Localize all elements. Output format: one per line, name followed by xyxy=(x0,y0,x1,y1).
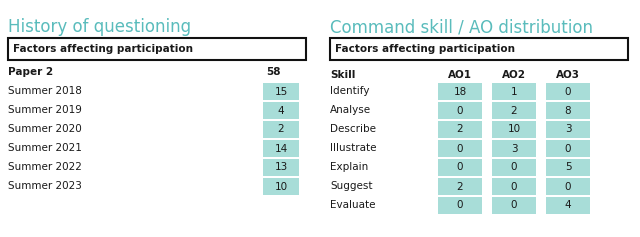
Bar xyxy=(438,159,482,176)
Bar xyxy=(492,178,536,195)
Text: Summer 2021: Summer 2021 xyxy=(8,143,82,153)
Bar xyxy=(492,121,536,138)
Bar xyxy=(438,178,482,195)
Bar xyxy=(330,38,628,60)
Bar xyxy=(263,159,299,176)
Bar xyxy=(492,159,536,176)
Bar xyxy=(438,83,482,100)
Bar xyxy=(546,121,590,138)
Text: 0: 0 xyxy=(564,182,572,191)
Bar xyxy=(263,102,299,119)
Text: Analyse: Analyse xyxy=(330,105,371,115)
Text: Command skill / AO distribution: Command skill / AO distribution xyxy=(330,18,593,36)
Bar xyxy=(546,159,590,176)
Text: 0: 0 xyxy=(511,201,517,210)
Text: 13: 13 xyxy=(275,163,287,173)
Text: Factors affecting participation: Factors affecting participation xyxy=(335,44,515,54)
Bar xyxy=(263,121,299,138)
Bar xyxy=(438,197,482,214)
Bar xyxy=(263,140,299,157)
Text: 5: 5 xyxy=(564,163,572,173)
Text: 0: 0 xyxy=(457,143,463,154)
Text: 2: 2 xyxy=(457,182,463,191)
Text: 0: 0 xyxy=(511,163,517,173)
Text: 14: 14 xyxy=(275,143,287,154)
Text: AO1: AO1 xyxy=(448,70,472,80)
Text: 4: 4 xyxy=(564,201,572,210)
Bar xyxy=(263,83,299,100)
Bar xyxy=(492,197,536,214)
Bar xyxy=(546,83,590,100)
Text: 0: 0 xyxy=(564,87,572,96)
Bar xyxy=(8,38,306,60)
Text: 10: 10 xyxy=(508,124,520,135)
Bar xyxy=(438,140,482,157)
Text: 3: 3 xyxy=(511,143,517,154)
Text: Suggest: Suggest xyxy=(330,181,372,191)
Text: Summer 2019: Summer 2019 xyxy=(8,105,82,115)
Text: Summer 2020: Summer 2020 xyxy=(8,124,82,134)
Text: Evaluate: Evaluate xyxy=(330,200,376,210)
Text: Summer 2018: Summer 2018 xyxy=(8,86,82,96)
Text: 2: 2 xyxy=(511,105,517,115)
Text: 15: 15 xyxy=(275,87,287,96)
Text: Identify: Identify xyxy=(330,86,369,96)
Text: 10: 10 xyxy=(275,182,287,191)
Text: 0: 0 xyxy=(457,201,463,210)
Text: 0: 0 xyxy=(564,143,572,154)
Text: Summer 2023: Summer 2023 xyxy=(8,181,82,191)
Text: 2: 2 xyxy=(457,124,463,135)
Text: Factors affecting participation: Factors affecting participation xyxy=(13,44,193,54)
Text: 1: 1 xyxy=(511,87,517,96)
Text: 0: 0 xyxy=(457,105,463,115)
Text: AO2: AO2 xyxy=(502,70,526,80)
Bar xyxy=(546,140,590,157)
Text: 8: 8 xyxy=(564,105,572,115)
Text: Summer 2022: Summer 2022 xyxy=(8,162,82,172)
Text: Describe: Describe xyxy=(330,124,376,134)
Bar xyxy=(438,121,482,138)
Text: 18: 18 xyxy=(453,87,467,96)
Bar xyxy=(492,102,536,119)
Bar xyxy=(546,102,590,119)
Text: Illustrate: Illustrate xyxy=(330,143,376,153)
Text: 58: 58 xyxy=(266,67,280,77)
Text: History of questioning: History of questioning xyxy=(8,18,191,36)
Bar xyxy=(438,102,482,119)
Text: Explain: Explain xyxy=(330,162,368,172)
Text: Paper 2: Paper 2 xyxy=(8,67,53,77)
Bar xyxy=(492,83,536,100)
Text: 0: 0 xyxy=(457,163,463,173)
Text: 3: 3 xyxy=(564,124,572,135)
Text: 4: 4 xyxy=(278,105,284,115)
Bar xyxy=(492,140,536,157)
Bar xyxy=(263,178,299,195)
Text: 0: 0 xyxy=(511,182,517,191)
Text: 2: 2 xyxy=(278,124,284,135)
Text: Skill: Skill xyxy=(330,70,355,80)
Text: AO3: AO3 xyxy=(556,70,580,80)
Bar xyxy=(546,178,590,195)
Bar xyxy=(546,197,590,214)
